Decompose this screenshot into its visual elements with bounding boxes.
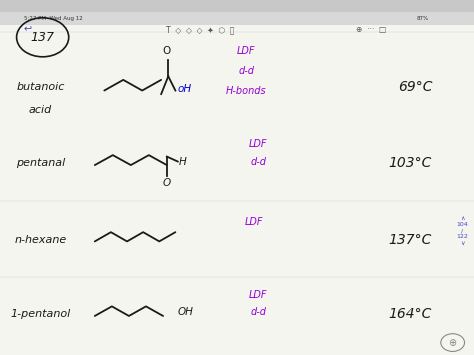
Text: d-d: d-d — [250, 157, 266, 166]
Text: O: O — [163, 46, 171, 56]
Text: ⊕  ···  □: ⊕ ··· □ — [356, 25, 386, 34]
Text: oH: oH — [178, 84, 192, 94]
Text: ∧
104
/
122
∨: ∧ 104 / 122 ∨ — [456, 216, 468, 246]
Text: 103°C: 103°C — [389, 156, 432, 170]
Text: T  ◇  ◇  ◇  ✦  ⬡  🖊: T ◇ ◇ ◇ ✦ ⬡ 🖊 — [166, 25, 234, 34]
Text: 69°C: 69°C — [398, 80, 433, 94]
Text: LDF: LDF — [244, 217, 263, 227]
Text: LDF: LDF — [237, 47, 256, 56]
Text: 137°C: 137°C — [389, 233, 432, 247]
Text: LDF: LDF — [249, 139, 268, 149]
Text: 137: 137 — [31, 31, 55, 44]
Text: pentanal: pentanal — [16, 158, 65, 168]
Text: O: O — [163, 178, 171, 188]
Text: ⊕: ⊕ — [448, 338, 457, 348]
Text: ↩: ↩ — [24, 24, 32, 34]
Text: d-d: d-d — [238, 66, 255, 76]
Text: butanoic: butanoic — [16, 82, 64, 92]
Text: d-d: d-d — [250, 307, 266, 317]
FancyBboxPatch shape — [0, 0, 474, 12]
Text: H: H — [179, 157, 187, 167]
Text: 1-pentanol: 1-pentanol — [10, 309, 71, 319]
FancyBboxPatch shape — [0, 0, 474, 25]
Text: 5:27 PM  Wed Aug 12: 5:27 PM Wed Aug 12 — [24, 16, 82, 21]
Text: OH: OH — [178, 307, 193, 317]
Text: 164°C: 164°C — [389, 307, 432, 321]
Text: LDF: LDF — [249, 290, 268, 300]
Text: H-bonds: H-bonds — [226, 86, 267, 95]
Text: 87%: 87% — [417, 16, 429, 21]
Text: n-hexane: n-hexane — [14, 235, 66, 245]
Text: acid: acid — [28, 105, 52, 115]
